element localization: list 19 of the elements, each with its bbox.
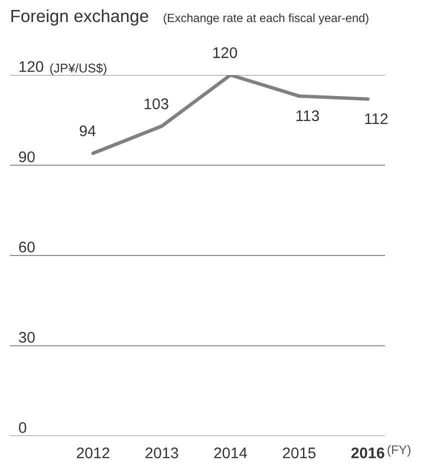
data-label: 94 xyxy=(80,125,96,136)
x-tick-label: 2016 xyxy=(351,448,384,458)
y-tick-label: 30 xyxy=(18,332,35,343)
y-tick-label: 120 xyxy=(20,61,44,72)
data-label: 112 xyxy=(365,113,388,124)
x-axis-title: (FY) xyxy=(388,445,410,457)
x-tick-label: 2013 xyxy=(146,448,178,458)
chart-subtitle: (Exchange rate at each fiscal year-end) xyxy=(164,13,368,24)
y-tick-label: 90 xyxy=(19,151,35,162)
x-tick-label: 2014 xyxy=(214,448,248,458)
data-label: 103 xyxy=(144,98,168,110)
data-label: 113 xyxy=(296,110,319,122)
x-tick-label: 2012 xyxy=(76,448,110,458)
y-tick-label: 0 xyxy=(18,422,26,433)
x-tick-label: 2015 xyxy=(282,448,316,458)
data-label: 120 xyxy=(213,47,238,58)
chart-title: Foreign exchange xyxy=(11,9,148,26)
y-axis-title: (JP¥/US$) xyxy=(50,63,106,75)
y-tick-label: 60 xyxy=(19,242,35,252)
